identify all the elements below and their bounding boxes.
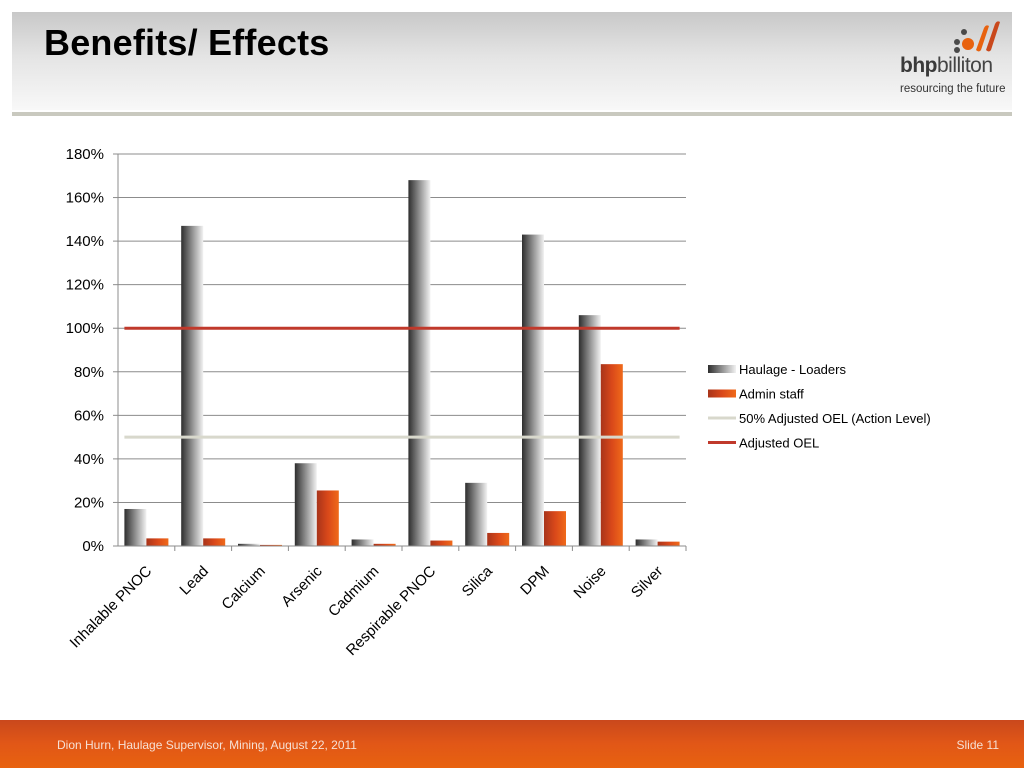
y-tick-label: 0% — [82, 538, 104, 555]
y-tick-label: 60% — [74, 407, 104, 424]
slide-header — [12, 12, 1012, 110]
legend-swatch — [708, 389, 736, 398]
bar-admin-staff — [260, 544, 282, 546]
x-tick-label: Silver — [628, 563, 667, 602]
x-axis: Inhalable PNOC Lead Calcium Arsenic CadmiumR… — [67, 545, 687, 659]
legend-label: Admin staff — [739, 387, 804, 402]
y-tick-label: 100% — [66, 320, 104, 337]
y-tick-label: 140% — [66, 233, 104, 250]
y-tick-label: 20% — [74, 494, 104, 511]
bar-haulage-loaders — [465, 482, 488, 546]
slide-number: Slide 11 — [956, 738, 999, 752]
footer-text: Dion Hurn, Haulage Supervisor, Mining, A… — [57, 738, 357, 752]
x-tick-label: Calcium — [218, 563, 268, 613]
y-axis: 0% 20% 40% 60% 80% 100% 120% 140% 160% 180% — [66, 146, 119, 555]
bar-haulage-loaders — [238, 543, 260, 546]
bar-admin-staff — [373, 543, 396, 546]
logo-wordmark: bhpbilliton — [900, 54, 993, 77]
x-tick-label: Cadmium — [325, 563, 382, 620]
bar-admin-staff — [203, 538, 226, 546]
bar-haulage-loaders — [635, 539, 658, 546]
y-tick-label: 160% — [66, 190, 104, 207]
y-tick-label: 80% — [74, 364, 104, 381]
x-tick-label: Silica — [459, 562, 497, 600]
bars — [124, 180, 680, 547]
bar-admin-staff — [487, 532, 510, 546]
bar-admin-staff — [657, 541, 680, 546]
bar-admin-staff — [316, 490, 339, 546]
bar-haulage-loaders — [294, 463, 317, 546]
y-tick-label: 40% — [74, 451, 104, 468]
legend-swatch — [708, 365, 736, 373]
x-tick-label: Arsenic — [278, 562, 326, 610]
legend: Haulage - Loaders Admin staff 50% Adjusted… — [708, 362, 931, 451]
x-tick-label: DPM — [517, 563, 553, 599]
y-tick-label: 180% — [66, 146, 104, 163]
bar-haulage-loaders — [522, 234, 544, 547]
logo-mark-icon — [954, 21, 1000, 53]
bar-admin-staff — [544, 511, 566, 546]
legend-label: Adjusted OEL — [739, 436, 819, 451]
reference-lines — [124, 326, 680, 439]
bar-haulage-loaders — [351, 539, 374, 546]
bar-haulage-loaders — [578, 315, 601, 546]
slide-title: Benefits/ Effects — [44, 22, 330, 63]
legend-label: 50% Adjusted OEL (Action Level) — [739, 411, 931, 426]
bar-haulage-loaders — [181, 225, 204, 546]
bar-admin-staff — [146, 538, 169, 546]
x-tick-label: Lead — [176, 563, 212, 599]
bar-haulage-loaders — [408, 180, 431, 546]
logo-tagline: resourcing the future — [900, 83, 1006, 95]
x-tick-label: Inhalable PNOC — [67, 563, 156, 652]
bar-admin-staff — [430, 540, 453, 546]
bar-haulage-loaders — [124, 508, 147, 546]
bar-chart: 0% 20% 40% 60% 80% 100% 120% 140% 160% 180% Inhal… — [66, 146, 931, 659]
company-logo: bhpbilliton resourcing the future — [890, 18, 1010, 100]
bar-admin-staff — [600, 364, 623, 546]
slide-footer: Dion Hurn, Haulage Supervisor, Mining, A… — [0, 720, 1024, 768]
x-tick-label: Noise — [570, 563, 609, 602]
header-divider — [12, 112, 1012, 116]
legend-label: Haulage - Loaders — [739, 362, 846, 377]
y-tick-label: 120% — [66, 277, 104, 294]
